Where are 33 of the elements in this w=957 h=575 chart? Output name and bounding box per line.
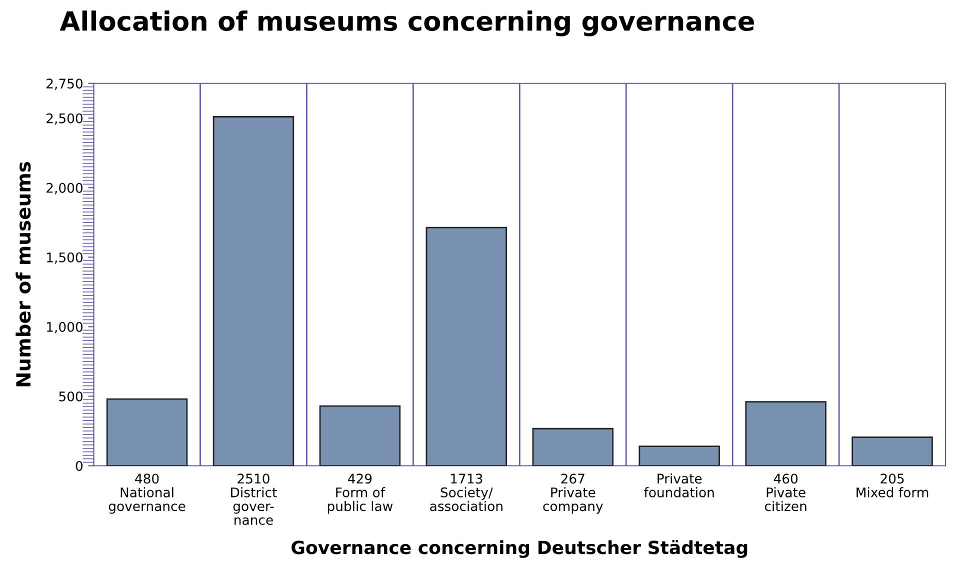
x-tick-label: Pivate citizen	[764, 487, 806, 512]
data-label: 460	[774, 474, 798, 484]
y-axis-title: Number of museums	[16, 162, 31, 386]
x-axis-title: Governance concerning Deutscher Städtetag	[292, 540, 748, 558]
x-tick-label: Society/ association	[430, 487, 502, 512]
chart-title: Allocation of museums concerning governance	[60, 10, 754, 36]
y-tick-label: 1,000	[47, 322, 82, 334]
data-label: 2510	[238, 474, 270, 484]
bar	[426, 226, 508, 466]
bar	[532, 428, 614, 466]
x-tick-label: Private company	[543, 487, 603, 514]
x-tick-label: Form of public law	[328, 487, 393, 514]
bar	[852, 436, 933, 466]
data-label: 267	[561, 474, 584, 484]
y-tick-label: 500	[59, 391, 82, 402]
x-tick-label: National governance	[108, 487, 186, 514]
y-tick-label: 0	[76, 460, 82, 471]
y-tick-label: 1,500	[47, 252, 82, 264]
data-label: 1713	[451, 474, 482, 484]
x-tick-label: District gover- nance	[231, 487, 277, 525]
x-tick-label: Mixed form	[856, 487, 928, 498]
bar	[638, 446, 720, 466]
y-tick-label: 2,000	[46, 182, 82, 194]
bar	[319, 405, 401, 466]
y-tick-label: 2,750	[46, 78, 82, 90]
data-label: 480	[135, 474, 159, 484]
bar	[212, 116, 294, 466]
bar	[106, 398, 188, 466]
data-label: 429	[348, 474, 372, 484]
bar	[745, 401, 826, 466]
y-tick-label: 2,500	[46, 113, 82, 125]
x-tick-label: Private foundation	[644, 473, 714, 498]
data-label: 205	[880, 474, 904, 484]
